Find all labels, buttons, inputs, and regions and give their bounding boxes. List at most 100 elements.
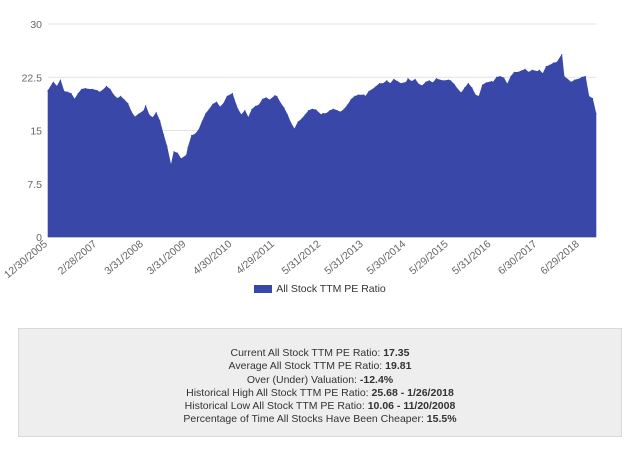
data-point: [198, 129, 200, 131]
data-point: [279, 102, 281, 104]
x-tick-label: 5/30/2014: [365, 238, 409, 277]
stat-low: Historical Low All Stock TTM PE Ratio: 1…: [184, 400, 456, 413]
data-point: [63, 90, 65, 92]
data-point: [350, 98, 352, 100]
data-point: [467, 83, 469, 85]
y-tick-label: 22.5: [22, 72, 43, 84]
data-point: [396, 80, 398, 83]
data-point: [372, 88, 374, 90]
data-point: [513, 71, 516, 73]
data-point: [208, 108, 210, 110]
data-point: [332, 108, 335, 110]
data-point: [490, 80, 493, 83]
data-point: [556, 61, 558, 63]
data-point: [215, 101, 218, 103]
data-point: [212, 103, 214, 105]
data-point: [460, 92, 462, 94]
data-point: [474, 94, 476, 96]
data-point: [453, 83, 455, 85]
stat-high: Historical High All Stock TTM PE Ratio: …: [186, 386, 454, 399]
data-point: [194, 133, 196, 135]
data-point: [88, 88, 90, 90]
data-point: [170, 165, 172, 167]
data-point: [173, 151, 175, 153]
data-point: [528, 71, 530, 73]
data-point: [297, 121, 299, 123]
data-point: [520, 70, 523, 72]
data-point: [506, 83, 508, 85]
data-point: [471, 87, 473, 89]
data-point: [563, 75, 565, 78]
data-point: [262, 98, 264, 100]
data-point: [503, 77, 505, 79]
data-point: [247, 117, 249, 119]
data-point: [584, 75, 587, 78]
series-area: [47, 54, 597, 238]
data-point: [428, 80, 430, 82]
data-point: [152, 117, 154, 119]
data-point: [510, 75, 512, 78]
data-point: [517, 71, 519, 73]
x-tick-label: 5/29/2015: [407, 238, 451, 277]
data-point: [588, 95, 590, 97]
data-point: [524, 68, 526, 70]
data-point: [435, 78, 437, 80]
data-point: [120, 95, 122, 97]
data-point: [70, 93, 72, 95]
legend[interactable]: All Stock TTM PE Ratio: [0, 283, 640, 295]
data-point: [485, 82, 487, 84]
data-point: [301, 118, 303, 120]
data-point: [265, 97, 267, 99]
x-tick-label: 4/30/2010: [191, 238, 235, 277]
x-tick-label: 3/31/2008: [102, 238, 146, 277]
data-point: [400, 83, 402, 85]
data-point: [531, 69, 533, 71]
data-point: [127, 102, 129, 105]
data-point: [570, 81, 572, 83]
data-point: [185, 154, 187, 156]
data-point: [325, 112, 327, 115]
data-point: [116, 97, 118, 100]
legend-label: All Stock TTM PE Ratio: [276, 283, 386, 295]
data-point: [561, 54, 563, 56]
data-point: [414, 78, 416, 80]
data-point: [386, 80, 388, 82]
data-point: [343, 108, 345, 110]
data-point: [567, 78, 569, 80]
data-point: [496, 76, 498, 78]
data-point: [130, 111, 132, 113]
y-tick-label: 0: [36, 232, 42, 244]
data-point: [180, 158, 182, 160]
data-point: [56, 85, 58, 88]
data-point: [322, 112, 324, 115]
data-point: [84, 88, 86, 90]
data-point: [223, 102, 225, 105]
data-point: [187, 146, 189, 149]
data-point: [286, 114, 288, 116]
data-point: [581, 76, 583, 78]
data-point: [304, 114, 306, 116]
data-point: [113, 94, 115, 96]
data-point: [91, 88, 93, 90]
data-point: [591, 97, 594, 100]
data-point: [274, 95, 276, 97]
data-point: [52, 81, 54, 83]
data-point: [59, 79, 62, 81]
data-point: [81, 88, 83, 90]
data-point: [411, 80, 413, 83]
x-axis: 12/30/2005 2/28/2007 3/31/2008 3/31/2009 4/3…: [2, 238, 582, 281]
data-point: [159, 120, 161, 122]
data-point: [244, 110, 246, 112]
data-point: [233, 98, 235, 100]
data-point: [143, 110, 145, 112]
data-point: [276, 95, 278, 97]
y-tick-label: 15: [30, 126, 42, 138]
data-point: [134, 116, 136, 118]
data-point: [405, 81, 407, 83]
data-point: [251, 108, 253, 110]
data-point: [579, 78, 581, 80]
x-tick-label: 12/30/2005: [2, 238, 50, 281]
data-point: [123, 99, 125, 101]
data-point: [389, 83, 391, 85]
